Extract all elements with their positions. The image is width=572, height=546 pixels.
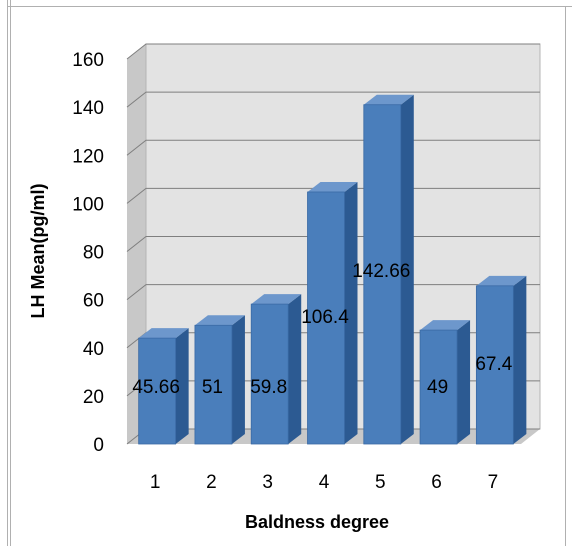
bar-side (344, 181, 358, 444)
gridline (126, 43, 540, 60)
y-tick-label: 120 (72, 146, 104, 167)
y-tick-label: 60 (83, 291, 104, 312)
bar-front (194, 324, 233, 445)
frame-border-left-inner (10, 0, 11, 546)
data-label: 142.66 (352, 261, 410, 282)
bar-side (288, 294, 302, 444)
x-tick-label: 5 (375, 472, 386, 493)
bar-top (420, 320, 471, 331)
bar-front (419, 329, 458, 445)
bar (307, 181, 358, 445)
x-tick-label: 3 (262, 472, 273, 493)
bar-front (363, 104, 402, 445)
bar (475, 275, 527, 445)
y-tick-label: 40 (83, 339, 104, 360)
x-axis-title: Baldness degree (245, 512, 389, 532)
bar-side (513, 275, 527, 444)
bar-front (250, 303, 289, 445)
x-axis-tick-labels: 1 2 3 4 5 6 7 (150, 472, 498, 493)
bar (194, 315, 245, 445)
x-tick-label: 2 (206, 472, 217, 493)
y-tick-label: 20 (83, 387, 104, 408)
bar-top (194, 315, 245, 326)
y-tick-label: 160 (72, 50, 104, 71)
y-axis-tick-labels: 0 20 40 60 80 100 120 140 160 (72, 50, 104, 456)
bar-front (307, 191, 345, 445)
y-tick-label: 80 (83, 243, 104, 264)
bar (250, 294, 302, 445)
gridline (126, 91, 540, 108)
bar (138, 328, 189, 445)
frame-border-right (565, 6, 566, 546)
bars (138, 94, 527, 445)
bar (363, 94, 414, 445)
bar-side (400, 94, 414, 445)
y-axis-title: LH Mean(pg/ml) (28, 184, 48, 319)
data-label: 49 (427, 377, 448, 398)
bar-side (175, 328, 189, 444)
bar-top (138, 328, 189, 339)
bar-side (231, 315, 245, 444)
bar-top (251, 294, 302, 305)
data-label: 45.66 (132, 377, 180, 398)
x-tick-label: 7 (488, 472, 499, 493)
bar-front (138, 337, 177, 445)
data-labels: 45.66 51 59.8 106.4 142.66 49 67.4 (132, 261, 512, 398)
x-tick-label: 4 (319, 472, 330, 493)
y-tick-label: 100 (72, 194, 104, 215)
frame-border-top (7, 6, 572, 7)
data-label: 67.4 (475, 354, 512, 375)
bar-front (475, 285, 514, 445)
y-tick-label: 0 (93, 435, 104, 456)
bar-top (363, 94, 414, 105)
bar (419, 320, 471, 445)
x-tick-label: 6 (431, 472, 442, 493)
data-label: 59.8 (250, 377, 287, 398)
y-tick-label: 140 (72, 98, 104, 119)
x-tick-label: 1 (150, 472, 161, 493)
frame-border-left-outer (7, 0, 8, 546)
data-label: 106.4 (301, 307, 349, 328)
data-label: 51 (202, 377, 223, 398)
bar-top (307, 181, 358, 192)
bar-side (457, 320, 471, 444)
bar-top (476, 275, 527, 286)
